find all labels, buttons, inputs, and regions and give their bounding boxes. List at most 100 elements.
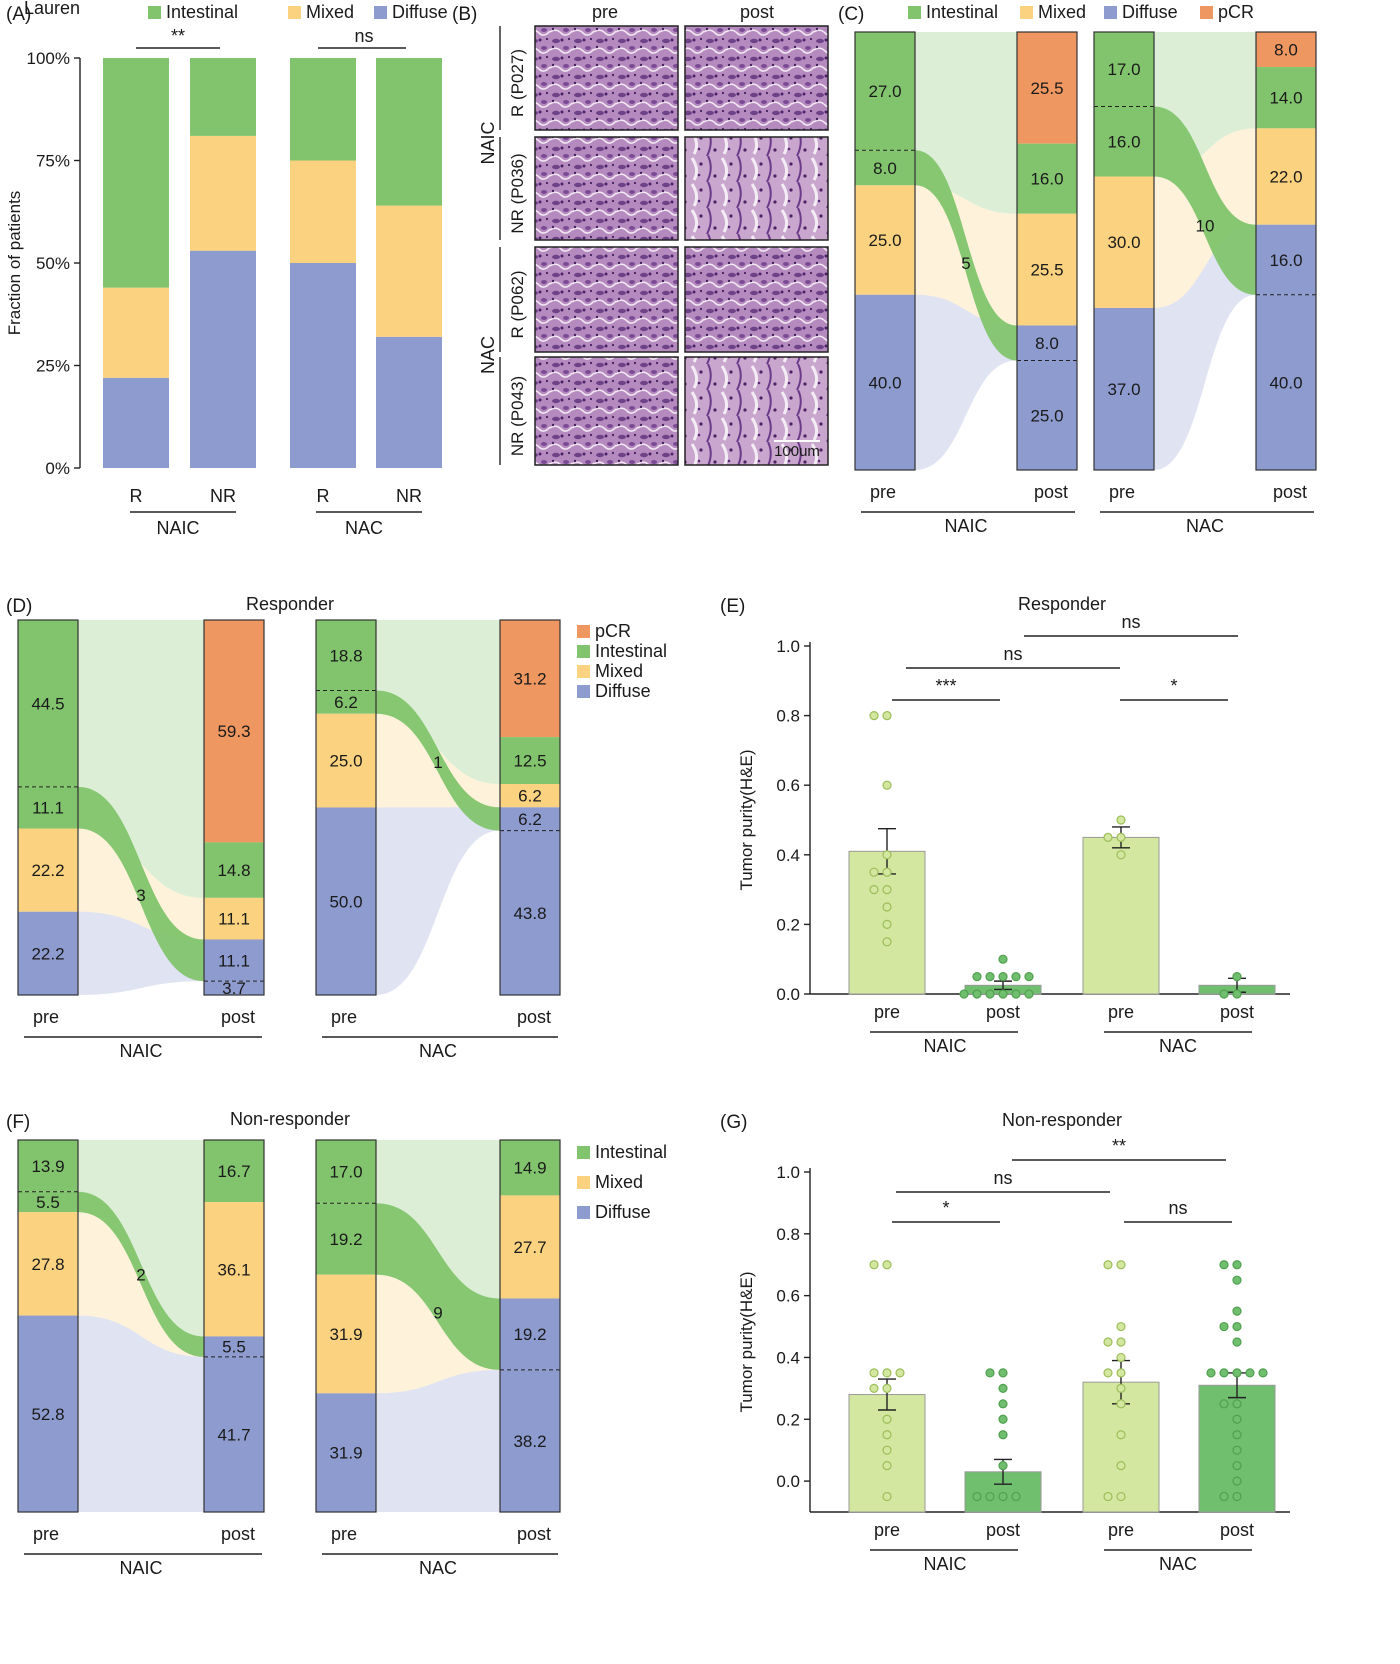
g-data-point (1232, 1306, 1242, 1316)
f-naic-pre-value: 27.8 (31, 1255, 64, 1274)
a-y-tick-label: 75% (36, 152, 70, 171)
g-data-point (882, 1260, 892, 1270)
e-data-point (882, 780, 892, 790)
c-naic-label-post: post (1034, 482, 1068, 502)
c-naic-pre-segment (855, 185, 915, 295)
d-naic-label-post: post (221, 1007, 255, 1027)
a-bar-intestinal (103, 58, 169, 288)
panel-label-g: (G) (720, 1112, 747, 1133)
f-nac-pre-segment (316, 1140, 376, 1204)
c-naic-flow-label: 5 (961, 254, 970, 273)
c-naic-post-segment (1017, 143, 1077, 214)
f-naic-flow-background (78, 1140, 204, 1203)
c-nac-post-value: 14.0 (1269, 89, 1302, 108)
c-naic-post-value: 25.5 (1030, 79, 1063, 98)
d-legend-intestinal-swatch (577, 645, 590, 658)
c-nac-pre-value: 30.0 (1107, 233, 1140, 252)
c-nac-post-segment (1256, 128, 1316, 225)
e-y-tick-label: 0.6 (776, 776, 800, 795)
g-title: Non-responder (1002, 1110, 1122, 1130)
f-naic-pre-value: 5.5 (36, 1193, 60, 1212)
e-sig-label: ns (1121, 612, 1140, 632)
g-data-point (1206, 1368, 1216, 1378)
d-naic-pre-outline (17, 619, 79, 996)
c-naic-post-segment (1017, 213, 1077, 326)
c-naic-pre-value: 40.0 (868, 373, 901, 392)
e-data-point (1024, 989, 1034, 999)
d-nac-post-segment (500, 620, 560, 738)
d-legend-diffuse-swatch (577, 685, 590, 698)
d-naic-pre-value: 11.1 (32, 799, 64, 818)
d-naic-pre-value: 22.2 (31, 944, 64, 963)
e-data-point (998, 971, 1008, 982)
g-data-point (882, 1491, 892, 1502)
c-naic-post-outline (1016, 31, 1078, 471)
panel-label-e: (E) (720, 596, 745, 617)
b-col-post: post (740, 2, 774, 22)
c-naic-pre-value: 25.0 (868, 231, 901, 250)
b-row-label: R (P027) (508, 49, 527, 117)
c-naic-post-value: 25.0 (1030, 406, 1063, 425)
g-y-tick-label: 0.4 (776, 1348, 800, 1367)
d-nac-pre-segment (316, 620, 376, 691)
e-data-point (882, 710, 892, 721)
b-group-nac: NAC (478, 336, 498, 374)
c-nac-post-value: 16.0 (1269, 251, 1302, 270)
f-nac-pre-segment (316, 1393, 376, 1512)
g-data-point (882, 1445, 892, 1455)
a-bar-diffuse (376, 336, 442, 468)
g-y-tick-label: 0.6 (776, 1287, 800, 1306)
d-naic-post-segment (204, 939, 264, 982)
c-naic-pre-segment (855, 32, 915, 151)
c-legend-diffuse-swatch (1104, 6, 1117, 19)
g-x-tick-label: pre (1108, 1520, 1134, 1540)
e-bar (1082, 836, 1160, 995)
d-nac-pre-segment (316, 807, 376, 995)
he-image-post (684, 246, 829, 353)
d-nac-pre-value: 25.0 (329, 752, 362, 771)
g-y-axis-label: Tumor purity(H&E) (737, 1271, 756, 1412)
c-nac-flow-background (1154, 224, 1256, 470)
e-x-tick-label: post (986, 1002, 1020, 1022)
g-data-point (1232, 1321, 1242, 1332)
c-naic-flow-background (915, 32, 1017, 151)
e-data-point (1116, 832, 1126, 843)
e-y-tick-label: 0.4 (776, 846, 800, 865)
g-sig-label: ns (1168, 1198, 1187, 1218)
f-nac-flow-background (376, 1369, 500, 1512)
g-y-tick-label: 0.0 (776, 1472, 800, 1491)
e-y-tick-label: 0.8 (776, 707, 800, 726)
g-data-point (1103, 1260, 1113, 1270)
f-naic-pre-segment (18, 1140, 78, 1192)
g-data-point (1116, 1368, 1126, 1378)
d-naic-pre-value: 44.5 (31, 694, 64, 713)
f-nac-group-label: NAC (419, 1558, 457, 1578)
d-nac-group-label: NAC (419, 1041, 457, 1061)
c-naic-pre-segment (855, 294, 915, 470)
g-data-point (869, 1260, 879, 1270)
a-bar-diffuse (290, 263, 356, 468)
e-data-point (869, 710, 879, 721)
e-data-point (959, 989, 969, 999)
g-data-point (1103, 1368, 1113, 1378)
e-y-axis-label: Tumor purity(H&E) (737, 749, 756, 890)
g-sig-label: ** (1112, 1136, 1126, 1156)
g-data-point (869, 1368, 879, 1378)
d-naic-flow-background (78, 911, 204, 995)
f-naic-label-post: post (221, 1524, 255, 1544)
d-legend-pcr-label: pCR (595, 621, 631, 641)
a-y-axis-label: Fraction of patients (5, 191, 24, 336)
c-nac-pre-outline (1093, 31, 1155, 471)
g-sig-label: ns (993, 1168, 1012, 1188)
f-legend-mixed-label: Mixed (595, 1172, 643, 1192)
d-naic-label-pre: pre (33, 1007, 59, 1027)
c-naic-group-label: NAIC (944, 516, 987, 536)
f-naic-group-label: NAIC (119, 1558, 162, 1578)
e-data-point (869, 884, 879, 895)
g-group-label-naic: NAIC (923, 1554, 966, 1574)
g-data-point (1232, 1414, 1242, 1424)
g-x-tick-label: post (986, 1520, 1020, 1540)
he-image-post (684, 25, 829, 131)
